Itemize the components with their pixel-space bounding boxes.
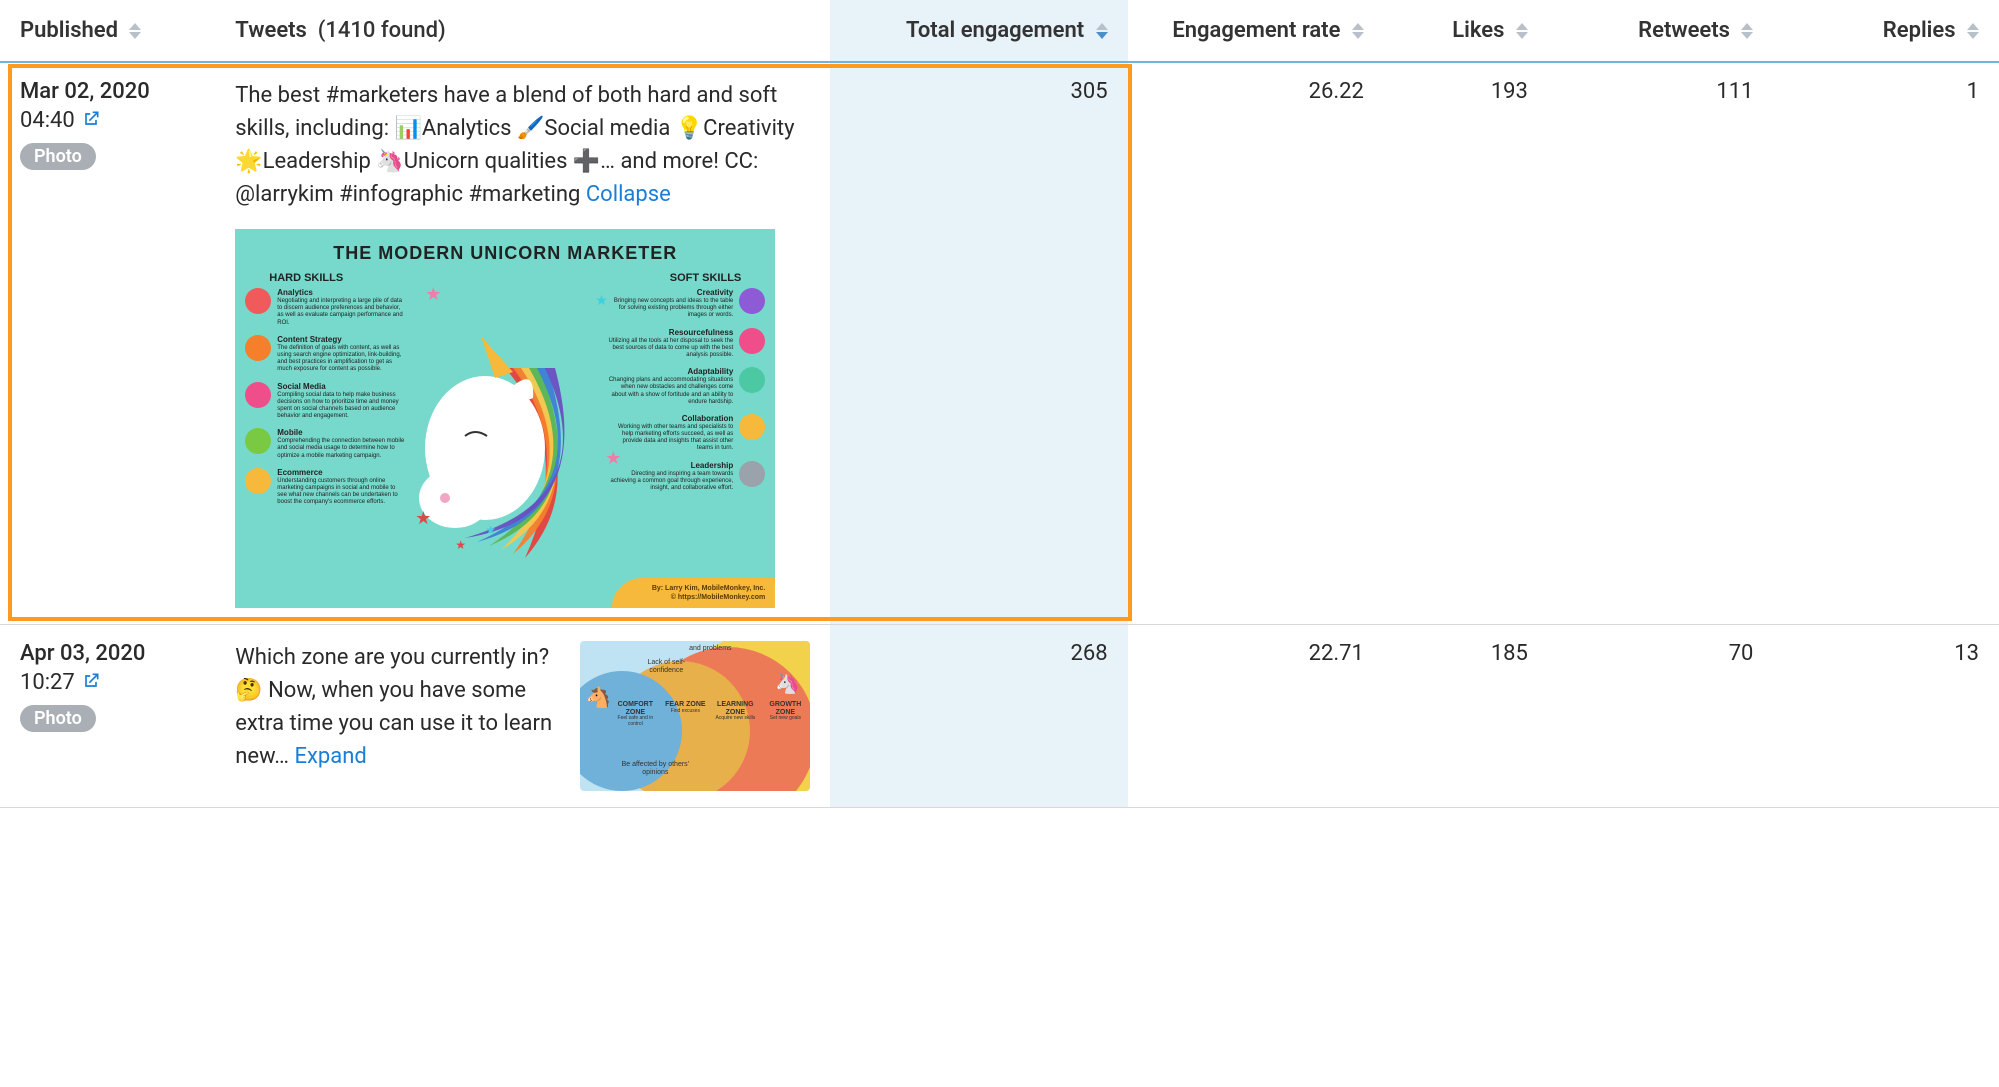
tweets-table: Published Tweets (1410 found) Total enga… — [0, 0, 1999, 808]
media-type-badge: Photo — [20, 705, 96, 732]
table-row: Mar 02, 2020 04:40 PhotoThe best #market… — [0, 62, 1999, 625]
published-cell: Apr 03, 2020 10:27 Photo — [0, 625, 215, 808]
expand-link[interactable]: Expand — [294, 744, 366, 769]
sort-icon[interactable] — [1967, 23, 1979, 39]
sort-icon[interactable] — [1741, 23, 1753, 39]
external-link-icon[interactable] — [81, 671, 101, 691]
col-header-tweets[interactable]: Tweets (1410 found) — [215, 0, 830, 62]
media-type-badge: Photo — [20, 143, 96, 170]
unicorn-illustration — [395, 328, 615, 588]
table-header-row: Published Tweets (1410 found) Total enga… — [0, 0, 1999, 62]
sort-icon[interactable] — [129, 23, 141, 39]
tweet-cell: Which zone are you currently in? 🤔 Now, … — [215, 625, 830, 808]
col-header-total-engagement[interactable]: Total engagement — [830, 0, 1127, 62]
published-date: Apr 03, 2020 — [20, 641, 195, 666]
sort-icon[interactable] — [1352, 23, 1364, 39]
tweet-cell: The best #marketers have a blend of both… — [215, 62, 830, 625]
tweet-text: The best #marketers have a blend of both… — [235, 79, 810, 211]
replies-value: 13 — [1773, 625, 1999, 808]
tweet-media-thumbnail: Lack of self-confidence and problems COM… — [580, 641, 810, 791]
likes-value: 193 — [1384, 62, 1548, 625]
retweets-value: 70 — [1548, 625, 1774, 808]
published-time: 04:40 — [20, 108, 75, 133]
col-header-retweets[interactable]: Retweets — [1548, 0, 1774, 62]
retweets-value: 111 — [1548, 62, 1774, 625]
col-header-published[interactable]: Published — [0, 0, 215, 62]
collapse-link[interactable]: Collapse — [586, 182, 671, 207]
col-header-likes[interactable]: Likes — [1384, 0, 1548, 62]
engagement-rate-value: 22.71 — [1128, 625, 1384, 808]
infographic-title: THE MODERN UNICORN MARKETER — [245, 243, 765, 264]
tweets-count: (1410 found) — [318, 18, 446, 43]
likes-value: 185 — [1384, 625, 1548, 808]
external-link-icon[interactable] — [81, 109, 101, 129]
tweet-text: Which zone are you currently in? 🤔 Now, … — [235, 641, 564, 773]
total-engagement-value: 305 — [830, 62, 1127, 625]
published-date: Mar 02, 2020 — [20, 79, 195, 104]
col-header-label: Retweets — [1638, 18, 1730, 43]
engagement-rate-value: 26.22 — [1128, 62, 1384, 625]
col-header-label: Likes — [1452, 18, 1504, 43]
table-row: Apr 03, 2020 10:27 Photo Which zone are … — [0, 625, 1999, 808]
col-header-label: Published — [20, 18, 118, 43]
sort-icon[interactable] — [1516, 23, 1528, 39]
sort-icon[interactable] — [1096, 23, 1108, 39]
col-header-engagement-rate[interactable]: Engagement rate — [1128, 0, 1384, 62]
col-header-replies[interactable]: Replies — [1773, 0, 1999, 62]
col-header-label: Engagement rate — [1172, 18, 1340, 43]
tweet-media-infographic: THE MODERN UNICORN MARKETER HARD SKILLSS… — [235, 229, 775, 608]
col-header-label: Tweets — [235, 18, 307, 43]
published-cell: Mar 02, 2020 04:40 Photo — [0, 62, 215, 625]
total-engagement-value: 268 — [830, 625, 1127, 808]
published-time: 10:27 — [20, 670, 75, 695]
replies-value: 1 — [1773, 62, 1999, 625]
col-header-label: Total engagement — [906, 18, 1084, 43]
col-header-label: Replies — [1883, 18, 1956, 43]
